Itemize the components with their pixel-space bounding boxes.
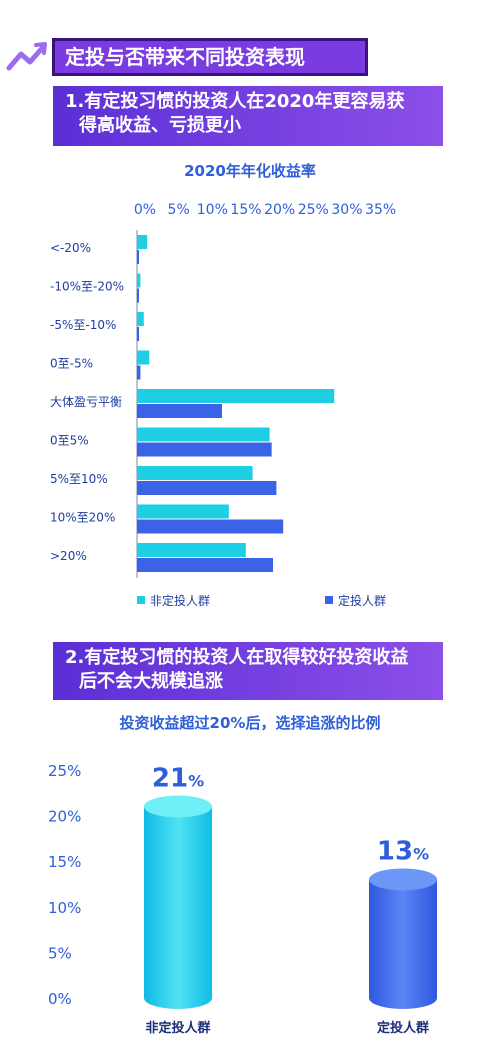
chart1-title: 2020年年化收益率 — [184, 162, 316, 180]
y-tick-label: 0% — [48, 990, 72, 1008]
bar-fixed — [137, 442, 272, 457]
bar-non-fixed — [137, 350, 150, 365]
category-label: 10%至20% — [50, 511, 115, 525]
category-label: 0至-5% — [50, 357, 93, 371]
category-label: 0至5% — [50, 434, 89, 448]
bar-fixed — [137, 558, 273, 572]
category-label: <-20% — [50, 241, 91, 255]
category-label: 定投人群 — [376, 1020, 429, 1036]
section1-banner: 1.有定投习惯的投资人在2020年更容易获 得高收益、亏损更小 — [53, 86, 443, 146]
section1-title-line1: 1.有定投习惯的投资人在2020年更容易获 — [65, 91, 405, 112]
category-label: -10%至-20% — [50, 280, 124, 294]
bar-non-fixed — [137, 312, 144, 326]
bar-fixed — [137, 404, 222, 418]
section2-title-line2: 后不会大规模追涨 — [79, 671, 223, 692]
x-tick-label: 20% — [264, 202, 295, 218]
cylinder-top — [369, 868, 437, 891]
bar-non-fixed — [137, 466, 253, 480]
x-tick-label: 10% — [197, 202, 228, 218]
legend-swatch — [325, 596, 333, 604]
y-tick-label: 25% — [48, 762, 81, 780]
legend-label: 非定投人群 — [150, 593, 210, 608]
page-header: 定投与否带来不同投资表现 — [52, 38, 368, 76]
x-tick-label: 0% — [134, 202, 156, 218]
section2-banner: 2.有定投习惯的投资人在取得较好投资收益 后不会大规模追涨 — [53, 642, 443, 700]
value-label: 13% — [377, 836, 429, 866]
bar-fixed — [137, 519, 284, 534]
category-label: -5%至-10% — [50, 318, 116, 332]
category-label: 非定投人群 — [145, 1020, 210, 1036]
cylinder-bar — [144, 806, 212, 1009]
x-tick-label: 5% — [168, 202, 190, 218]
value-label: 21% — [152, 763, 204, 793]
bar-non-fixed — [137, 273, 141, 288]
section2-title-line1: 2.有定投习惯的投资人在取得较好投资收益 — [65, 647, 409, 668]
bar-fixed — [137, 250, 139, 264]
y-tick-label: 20% — [48, 808, 81, 826]
bar-fixed — [137, 481, 277, 495]
x-tick-label: 15% — [230, 202, 261, 218]
bar-fixed — [137, 288, 139, 303]
bar-non-fixed — [137, 504, 229, 519]
section1-title-line2: 得高收益、亏损更小 — [79, 115, 241, 136]
bar-non-fixed — [137, 235, 148, 249]
category-label: 5%至10% — [50, 472, 108, 486]
legend-swatch — [137, 596, 145, 604]
y-tick-label: 10% — [48, 899, 81, 917]
trend-icon — [6, 42, 47, 71]
chart2-title: 投资收益超过20%后，选择追涨的比例 — [119, 714, 381, 732]
category-label: 大体盈亏平衡 — [50, 395, 122, 409]
x-tick-label: 30% — [331, 202, 362, 218]
category-label: >20% — [50, 549, 87, 563]
chart1-annual-return: 0% 5% 10% 15% 20% 25% 30% 35% <-20% -10%至-20% -5%至… — [50, 202, 396, 608]
legend-label: 定投人群 — [338, 593, 386, 608]
cylinder-top — [144, 795, 212, 818]
y-tick-label: 5% — [48, 944, 72, 962]
x-tick-label: 25% — [298, 202, 329, 218]
bar-fixed — [137, 327, 139, 341]
x-tick-label: 35% — [365, 202, 396, 218]
chart2-chase-ratio: 25% 20% 15% 10% 5% 0% 21% 非定投人群 13% 定投人群 — [48, 762, 437, 1036]
bar-non-fixed — [137, 427, 270, 442]
bar-fixed — [137, 365, 141, 380]
bar-non-fixed — [137, 543, 246, 557]
y-tick-label: 15% — [48, 853, 81, 871]
cylinder-bar — [369, 879, 437, 1009]
bar-non-fixed — [137, 389, 335, 403]
